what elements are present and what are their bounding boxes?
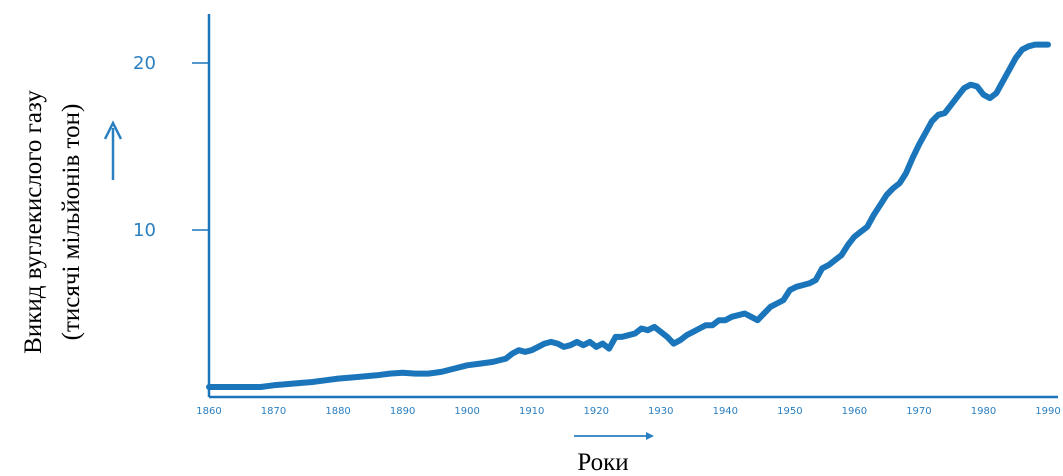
y-axis-title-line2: (тисячі мільйонів тон) (58, 104, 85, 341)
x-tick-label-1890: 1890 (390, 406, 415, 417)
y-axis-up-arrow-icon (103, 120, 123, 180)
y-tick-label-20: 20 (133, 53, 156, 74)
y-axis-title-line1: Викид вуглекислого газу (20, 90, 47, 354)
x-tick-label-1950: 1950 (777, 406, 802, 417)
series-line-co2 (206, 41, 1051, 390)
x-axis-right-arrow-icon (574, 432, 654, 440)
x-tick-label-1930: 1930 (648, 406, 673, 417)
x-tick-label-1860: 1860 (196, 406, 221, 417)
x-axis-title: Роки (577, 449, 628, 476)
x-tick-label-1870: 1870 (261, 406, 286, 417)
x-tick-labels: 1860 1870 1880 1890 1900 1910 1920 1930 1940 1950… (196, 406, 1060, 417)
x-tick-label-1880: 1880 (325, 406, 350, 417)
x-tick-label-1960: 1960 (842, 406, 867, 417)
x-tick-label-1940: 1940 (713, 406, 738, 417)
x-tick-label-1920: 1920 (584, 406, 609, 417)
x-tick-label-1990: 1990 (1035, 406, 1060, 417)
x-tick-label-1980: 1980 (971, 406, 996, 417)
x-tick-label-1900: 1900 (454, 406, 479, 417)
x-tick-label-1910: 1910 (519, 406, 544, 417)
x-tick-label-1970: 1970 (906, 406, 931, 417)
y-tick-label-10: 10 (133, 220, 156, 241)
